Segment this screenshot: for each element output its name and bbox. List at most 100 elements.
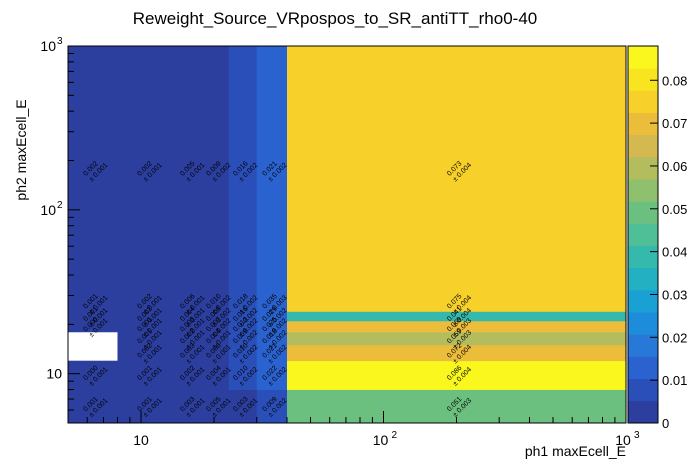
heatmap-cell <box>286 320 627 333</box>
colorbar-swatch <box>628 334 658 357</box>
heatmap-cell <box>202 46 230 296</box>
colorbar-tick-label: 0.08 <box>662 73 687 88</box>
heatmap-cell <box>68 389 118 424</box>
colorbar-swatch <box>628 223 658 246</box>
heatmap-cell <box>228 331 258 346</box>
heatmap-cell <box>228 320 258 333</box>
colorbar-swatch <box>628 400 658 424</box>
heatmap-cell <box>286 295 627 312</box>
heatmap-cell <box>228 311 258 322</box>
colorbar-swatch <box>628 68 658 91</box>
colorbar-tick-label: 0 <box>662 416 669 431</box>
x-tick-label: 10 <box>615 432 631 448</box>
heatmap-cell <box>256 360 288 390</box>
colorbar-swatch <box>628 156 658 180</box>
heatmap-cell <box>117 295 177 312</box>
colorbar-tick-label: 0.02 <box>662 330 687 345</box>
y-tick-label: 10 <box>46 366 62 382</box>
heatmap-cell <box>256 389 288 424</box>
heatmap-cell <box>286 331 627 346</box>
colorbar-swatch <box>628 312 658 335</box>
heatmap-cell <box>117 389 177 424</box>
heatmap-cell <box>228 46 258 296</box>
heatmap-cell <box>176 344 204 362</box>
heatmap-cell <box>202 295 230 312</box>
heatmap-cell <box>176 389 204 424</box>
colorbar-swatch <box>628 201 658 224</box>
colorbar-swatch <box>628 90 658 113</box>
heatmap-cell <box>68 360 118 390</box>
heatmap-cell <box>117 331 177 346</box>
x-tick-label: 10 <box>373 432 389 448</box>
colorbar-tick-label: 0.07 <box>662 116 687 131</box>
colorbar-frame <box>627 45 659 424</box>
heatmap-cell <box>286 360 627 390</box>
heatmap-cell <box>202 360 230 390</box>
heatmap-cell <box>68 46 118 296</box>
heatmap-cell <box>202 344 230 362</box>
heatmap-cell <box>256 320 288 333</box>
heatmap-cell <box>228 360 258 390</box>
heatmap-cell <box>176 46 204 296</box>
colorbar-tick-label: 0.06 <box>662 159 687 174</box>
colorbar-swatch <box>628 112 658 136</box>
heatmap-cell <box>286 344 627 362</box>
heatmap-cell <box>256 46 288 296</box>
plot-frame <box>67 45 627 424</box>
colorbar-swatch <box>628 179 658 202</box>
heatmap-cell <box>117 344 177 362</box>
y-tick-label: 10 <box>40 202 56 218</box>
colorbar-swatch <box>628 267 658 291</box>
heatmap-cell <box>68 295 118 312</box>
heatmap-cell <box>202 320 230 333</box>
heatmap-cell <box>68 311 118 322</box>
colorbar-swatch <box>628 289 658 313</box>
colorbar-tick-label: 0.03 <box>662 287 687 302</box>
colorbar-tick-label: 0.04 <box>662 245 687 260</box>
x-axis-label: ph1 maxEcell_E <box>525 443 626 459</box>
heatmap-cell <box>117 320 177 333</box>
heatmap-cell <box>228 344 258 362</box>
heatmap-cell <box>228 295 258 312</box>
heatmap-cell <box>286 311 627 322</box>
color-scale: 0 0.01 0.02 0.03 0.04 0.05 0.06 0.07 0.08 <box>627 45 687 431</box>
colorbar-swatch <box>628 378 658 402</box>
heatmap-cell <box>202 311 230 322</box>
x-tick-exponent: 2 <box>391 430 397 441</box>
heatmap-cell <box>256 311 288 322</box>
y-axis-label: ph2 maxEcell_E <box>13 99 29 200</box>
heatmap-cell <box>202 389 230 424</box>
colorbar-swatch <box>628 46 658 69</box>
heatmap-cell <box>117 311 177 322</box>
heatmap-cell <box>256 295 288 312</box>
y-tick-label: 10 <box>40 38 56 54</box>
x-tick-exponent: 3 <box>634 430 640 441</box>
colorbar-tick-label: 0.05 <box>662 202 687 217</box>
heatmap-cell <box>117 360 177 390</box>
heatmap-cell <box>117 46 177 296</box>
x-axis: 10 10 2 10 3 <box>67 411 640 448</box>
colorbar-tick-label: 0.01 <box>662 373 687 388</box>
heatmap-cell <box>176 295 204 312</box>
y-tick-exponent: 3 <box>57 36 63 47</box>
heatmap-cell <box>176 320 204 333</box>
heatmap-cell <box>256 344 288 362</box>
y-tick-exponent: 2 <box>57 200 63 211</box>
heatmap-cell <box>256 331 288 346</box>
heatmap-cell <box>202 331 230 346</box>
colorbar-swatch <box>628 245 658 269</box>
chart-title: Reweight_Source_VRpospos_to_SR_antiTT_rh… <box>133 9 537 28</box>
heatmap-cell <box>176 360 204 390</box>
colorbar-swatch <box>628 134 658 158</box>
x-tick-label: 10 <box>133 432 149 448</box>
heatmap-cell <box>176 331 204 346</box>
heatmap-cells <box>68 46 627 424</box>
heatmap-cell <box>176 311 204 322</box>
heatmap-cell <box>228 389 258 424</box>
heatmap-cell <box>68 320 118 333</box>
heatmap-cell <box>286 46 627 296</box>
colorbar-swatch <box>628 356 658 380</box>
